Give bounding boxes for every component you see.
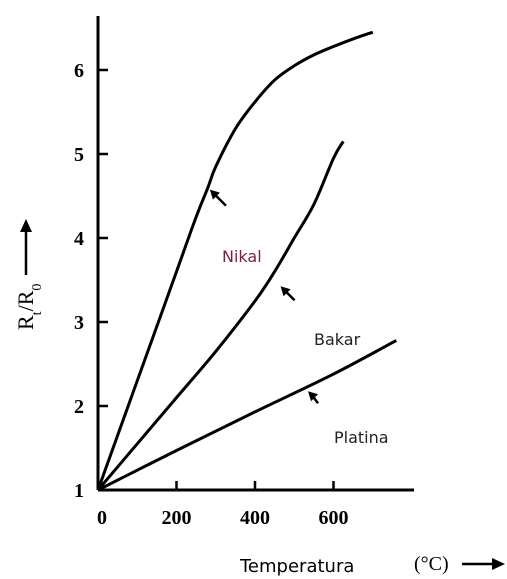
y-tick-label: 1 [74,480,84,502]
annotation-label-nikal: Nikal [222,247,262,266]
y-tick-label: 6 [74,60,84,82]
series-group [96,30,398,492]
x-tick-label: 600 [319,507,349,529]
y-axis-arrow-icon [20,219,32,275]
y-tick-label: 2 [74,396,84,418]
y-tick-label: 4 [74,228,84,250]
y-axis-label: Rt/R0 [13,284,45,330]
arrow-icon [280,286,296,302]
x-axis-arrow-icon [462,558,505,570]
arrow-icon [308,391,320,404]
series-line-platina [97,339,398,492]
annotation-arrows [209,189,320,404]
x-axis-label: Temperatura [239,556,354,577]
series-line-bakar [96,140,345,491]
arrow-icon [209,189,227,207]
series-line-nikal [96,30,374,491]
x-tick-label: 400 [240,507,270,529]
x-axis-unit: (°C) [414,553,449,575]
y-tick-label: 5 [74,144,84,166]
y-tick-label: 3 [74,312,84,334]
x-tick-label: 0 [97,507,107,529]
x-tick-label: 200 [162,507,192,529]
tick-group: 0 200 400 600 1 2 3 4 5 6 [74,60,349,529]
annotation-label-bakar: Bakar [314,330,361,349]
annotation-label-platina: Platina [334,428,389,447]
